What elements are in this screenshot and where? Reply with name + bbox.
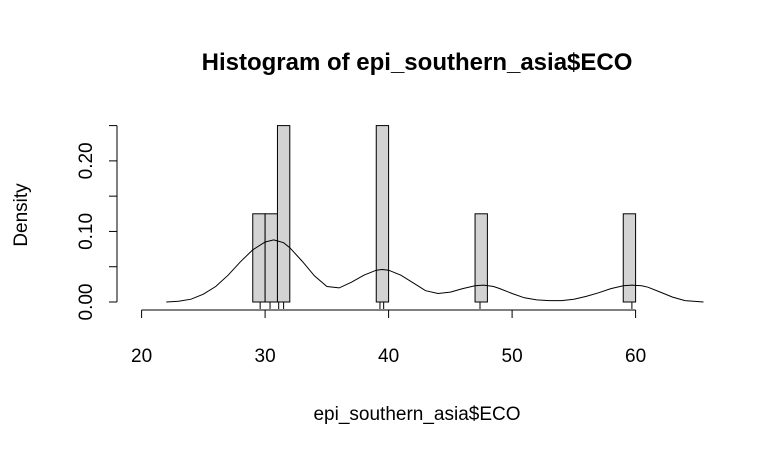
histogram-bar-2 (264, 213, 278, 303)
x-tick-label-20: 20 (131, 346, 152, 367)
chart-title: Histogram of epi_southern_asia$ECO (202, 49, 633, 76)
y-axis: 0.00 0.10 0.20 (76, 125, 118, 321)
histogram-bar-1 (252, 213, 266, 303)
x-tick-label-60: 60 (625, 346, 646, 367)
y-axis-label: Density (11, 183, 32, 247)
rug-marks (259, 302, 633, 309)
histogram-bar-4 (375, 125, 390, 303)
x-tick-label-50: 50 (502, 346, 523, 367)
density-curve (166, 239, 704, 303)
histogram-bar-5 (474, 213, 488, 303)
x-axis-label: epi_southern_asia$ECO (313, 404, 520, 425)
x-axis: 20 30 40 50 60 (131, 309, 646, 367)
y-tick-label-0.00: 0.00 (76, 284, 97, 321)
histogram-bar-6 (622, 213, 637, 303)
y-tick-label-0.10: 0.10 (76, 213, 97, 250)
histogram-bars (252, 125, 637, 303)
x-tick-label-40: 40 (378, 346, 399, 367)
histogram-bar-3 (276, 125, 291, 303)
y-tick-label-0.20: 0.20 (76, 142, 97, 179)
x-tick-label-30: 30 (255, 346, 276, 367)
